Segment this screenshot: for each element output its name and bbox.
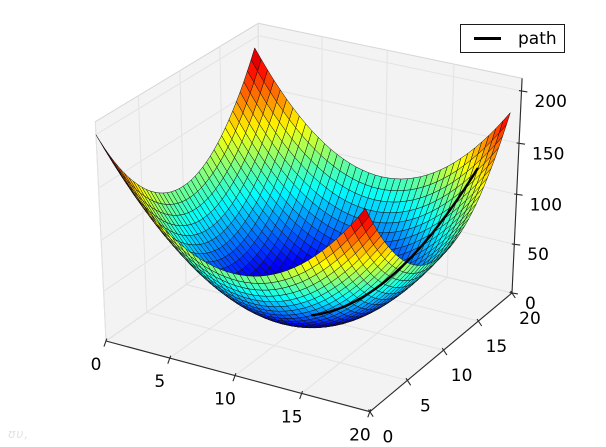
legend-label: path	[518, 28, 557, 49]
x-axis-line	[105, 340, 371, 413]
z-tick-label: 100	[530, 195, 562, 215]
y-tick-label: 20	[519, 309, 541, 329]
legend: path	[460, 24, 565, 53]
y-tick-label: 15	[486, 337, 508, 357]
surface-mesh	[95, 47, 511, 329]
z-tick-label: 50	[527, 245, 549, 265]
y-tick-label: 0	[382, 428, 393, 447]
x-tick-label: 5	[154, 372, 165, 392]
legend-line-sample	[474, 37, 501, 40]
x-tick-label: 15	[281, 407, 303, 427]
z-tick-label: 200	[535, 92, 567, 112]
z-tick-label: 150	[532, 144, 564, 164]
y-axis-line	[369, 292, 513, 413]
axis-lines	[105, 78, 523, 413]
tick-marks	[103, 90, 528, 418]
x-tick-label: 0	[91, 355, 102, 375]
optimization-path-line	[310, 167, 479, 317]
x-tick-label: 20	[349, 426, 371, 446]
y-tick-label: 5	[420, 396, 431, 416]
x-tick-label: 10	[214, 390, 236, 410]
z-tick-label: 0	[525, 294, 536, 314]
z-axis-line	[511, 78, 523, 294]
watermark-artifact: ʊυ,	[8, 427, 30, 441]
y-tick-label: 10	[451, 366, 473, 386]
